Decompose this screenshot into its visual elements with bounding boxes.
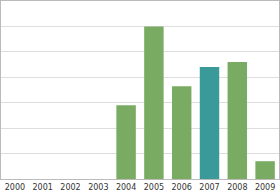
svg-text:2004: 2004 <box>116 183 136 192</box>
svg-text:2007: 2007 <box>199 183 219 192</box>
svg-text:2000: 2000 <box>5 183 25 192</box>
svg-text:2008: 2008 <box>227 183 247 192</box>
svg-text:2005: 2005 <box>144 183 164 192</box>
svg-text:2003: 2003 <box>88 183 108 192</box>
svg-text:2002: 2002 <box>60 183 80 192</box>
svg-text:2009: 2009 <box>255 183 275 192</box>
svg-text:2006: 2006 <box>172 183 192 192</box>
svg-text:2001: 2001 <box>33 183 53 192</box>
